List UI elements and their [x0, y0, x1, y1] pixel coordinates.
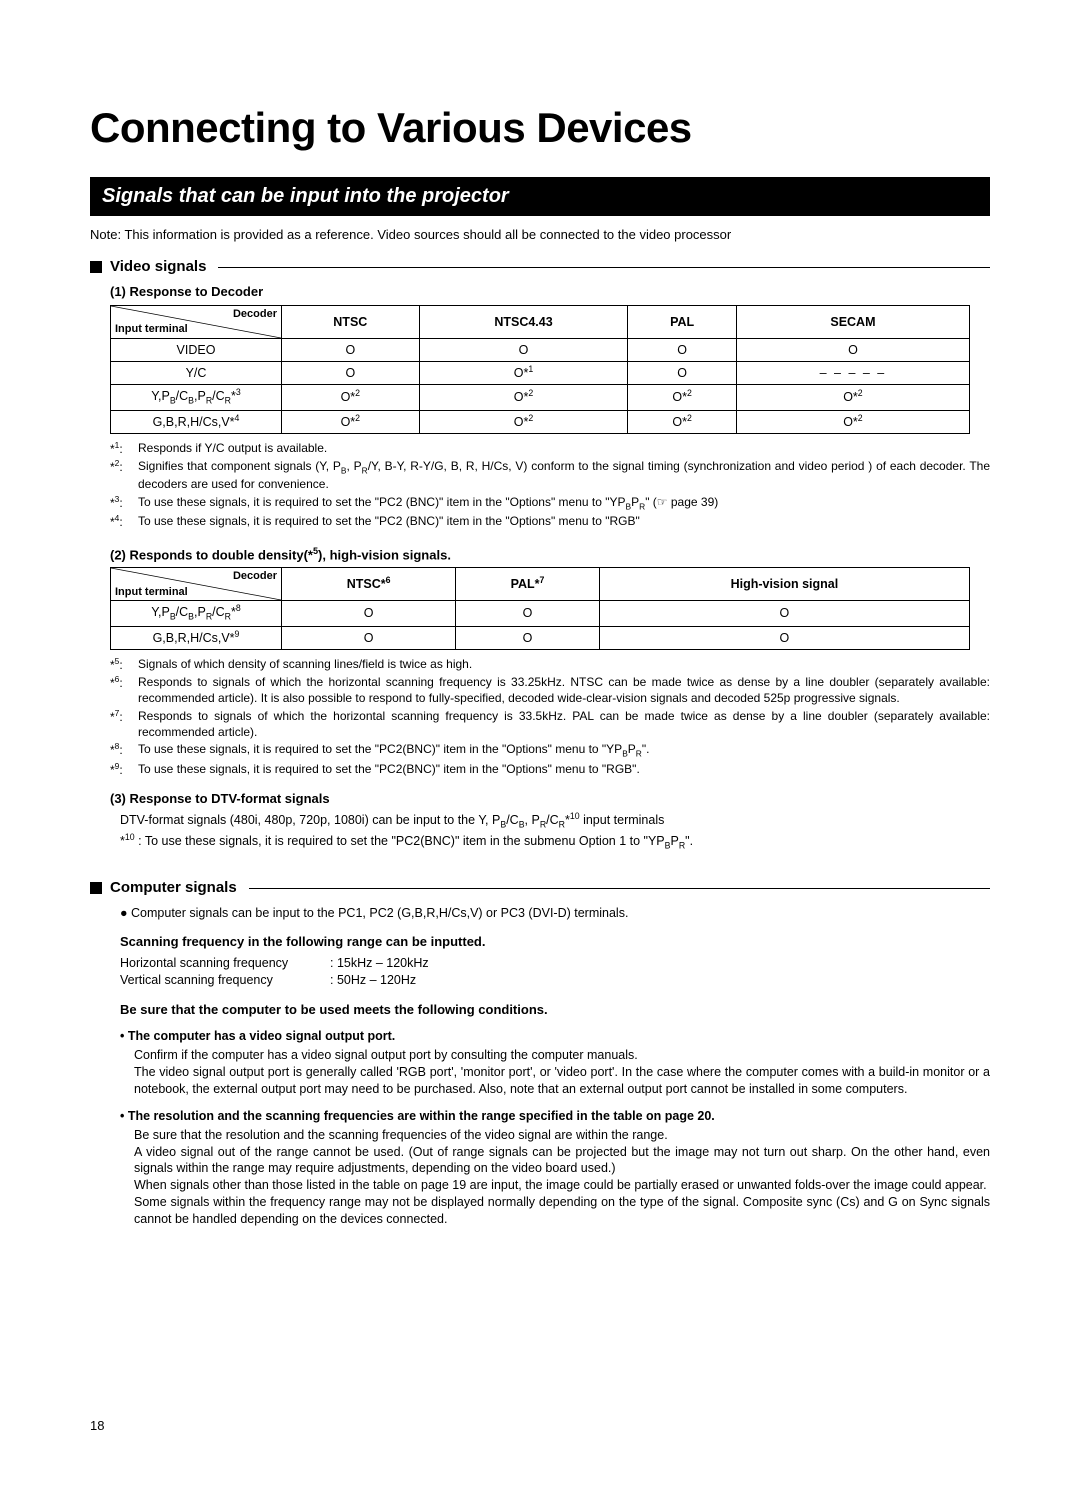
page-title: Connecting to Various Devices [90, 100, 990, 157]
computer-signals-label: Computer signals [110, 878, 237, 898]
bullet1-line1: Confirm if the computer has a video sign… [134, 1047, 990, 1064]
note-text: Note: This information is provided as a … [90, 226, 990, 244]
freq-table: Horizontal scanning frequency: 15kHz – 1… [120, 955, 990, 989]
bullet2-line2: A video signal out of the range cannot b… [134, 1144, 990, 1178]
table1: DecoderInput terminalNTSCNTSC4.43PALSECA… [110, 305, 970, 434]
bullet1-title: The computer has a video signal output p… [120, 1028, 990, 1045]
footnotes2: *5:Signals of which density of scanning … [110, 656, 990, 778]
section-bar: Signals that can be input into the proje… [90, 177, 990, 216]
bullet1-line2: The video signal output port is generall… [134, 1064, 990, 1098]
bullet2-title: The resolution and the scanning frequenc… [120, 1108, 990, 1125]
bullet2-line4: Some signals within the frequency range … [134, 1194, 990, 1228]
sub3-line2: *10 : To use these signals, it is requir… [120, 832, 990, 852]
page-number: 18 [90, 1417, 104, 1435]
square-icon [90, 261, 102, 273]
sub3-heading: (3) Response to DTV-format signals [110, 790, 990, 808]
sub2-heading: (2) Responds to double density(*5), high… [110, 545, 990, 564]
scan-range-heading: Scanning frequency in the following rang… [120, 933, 990, 951]
computer-intro: ● Computer signals can be input to the P… [120, 905, 990, 922]
rule-line [218, 267, 990, 268]
bullet2-line3: When signals other than those listed in … [134, 1177, 990, 1194]
table2: DecoderInput terminalNTSC*6PAL*7High-vis… [110, 567, 970, 650]
rule-line [249, 888, 990, 889]
sub3-line1: DTV-format signals (480i, 480p, 720p, 10… [120, 811, 990, 831]
square-icon [90, 882, 102, 894]
video-signals-label: Video signals [110, 257, 206, 277]
bullet2-line1: Be sure that the resolution and the scan… [134, 1127, 990, 1144]
sub1-heading: (1) Response to Decoder [110, 283, 990, 301]
conditions-heading: Be sure that the computer to be used mee… [120, 1001, 990, 1019]
computer-signals-heading: Computer signals [90, 878, 990, 898]
video-signals-heading: Video signals [90, 257, 990, 277]
footnotes1: *1:Responds if Y/C output is available.*… [110, 440, 990, 531]
